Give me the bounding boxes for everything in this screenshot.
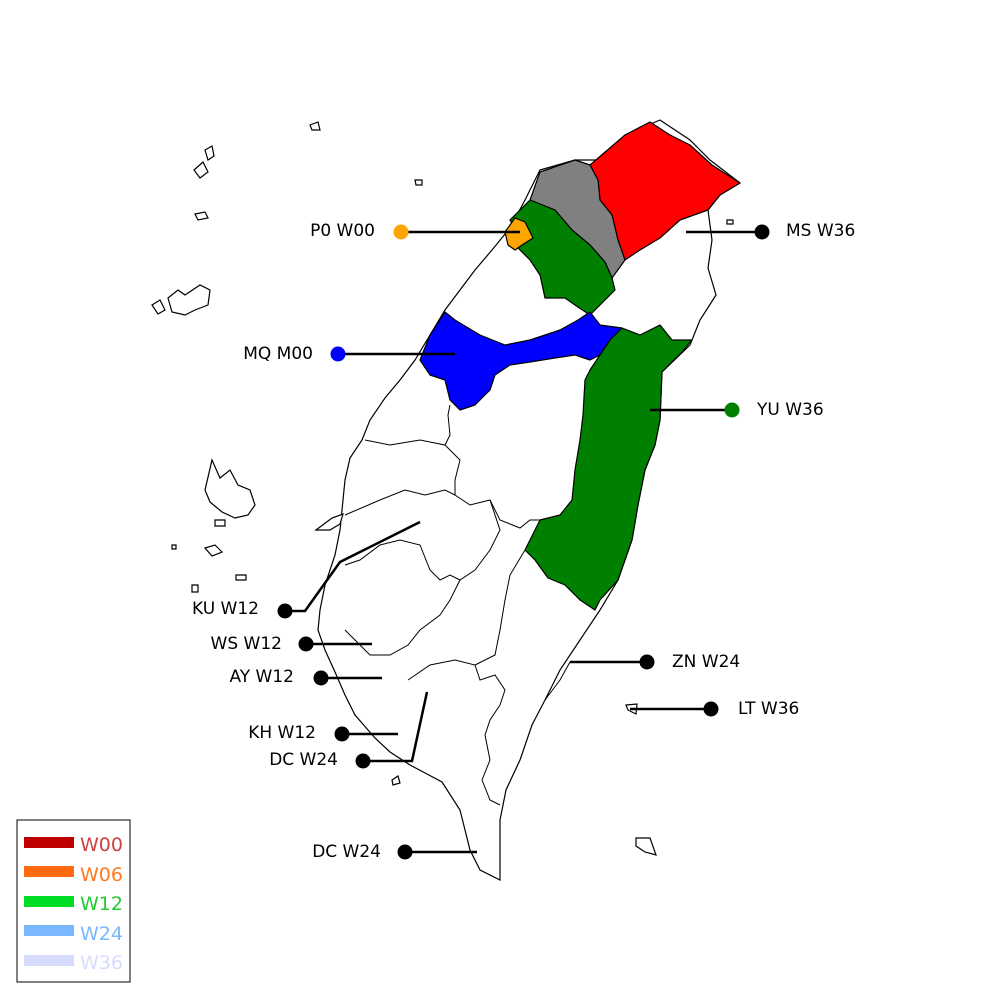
label-ms: MS W36 [786,221,855,241]
marker-dot-ay[interactable] [313,670,329,686]
label-mq: MQ M00 [243,344,313,364]
region-central-west[interactable] [419,311,623,411]
main-island [317,119,742,881]
label-ku: KU W12 [192,599,259,619]
label-yu: YU W36 [756,400,824,420]
label-ws: WS W12 [211,634,282,654]
marker-dot-p0[interactable] [393,224,409,240]
leader-lines [285,230,762,854]
region-east[interactable] [524,324,693,611]
marker-dot-ws[interactable] [298,636,314,652]
legend-swatch-w24 [24,925,74,936]
label-kh: KH W12 [248,723,316,743]
marker-dot-mq[interactable] [330,346,346,362]
marker-dots [277,224,770,860]
legend-label-w12: W12 [80,893,123,915]
outlying-islands [151,121,734,856]
label-dc-1: DC W24 [269,750,338,770]
legend-label-w24: W24 [80,923,123,945]
marker-dot-yu[interactable] [724,402,740,418]
label-p0: P0 W00 [310,221,375,241]
marker-labels: P0 W00 MS W36 MQ M00 YU W36 KU W12 WS W1… [192,221,855,862]
legend-label-w00: W00 [80,834,123,856]
marker-dot-dc-1[interactable] [355,753,371,769]
marker-dot-dc-2[interactable] [397,844,413,860]
legend-swatch-w12 [24,896,74,907]
label-dc-2: DC W24 [312,842,381,862]
marker-dot-ms[interactable] [754,224,770,240]
marker-dot-kh[interactable] [334,726,350,742]
marker-dot-zn[interactable] [639,654,655,670]
legend-label-w36: W36 [80,952,123,974]
legend-swatch-w36 [24,955,74,966]
label-ay: AY W12 [229,667,294,687]
region-north-small[interactable] [504,217,534,251]
label-lt: LT W36 [738,699,799,719]
legend-swatch-w00 [24,837,74,848]
legend: W00 W06 W12 W24 W36 [16,819,131,983]
legend-swatch-w06 [24,866,74,877]
legend-label-w06: W06 [80,864,123,886]
marker-dot-lt[interactable] [703,701,719,717]
label-zn: ZN W24 [672,652,740,672]
marker-dot-ku[interactable] [277,603,293,619]
